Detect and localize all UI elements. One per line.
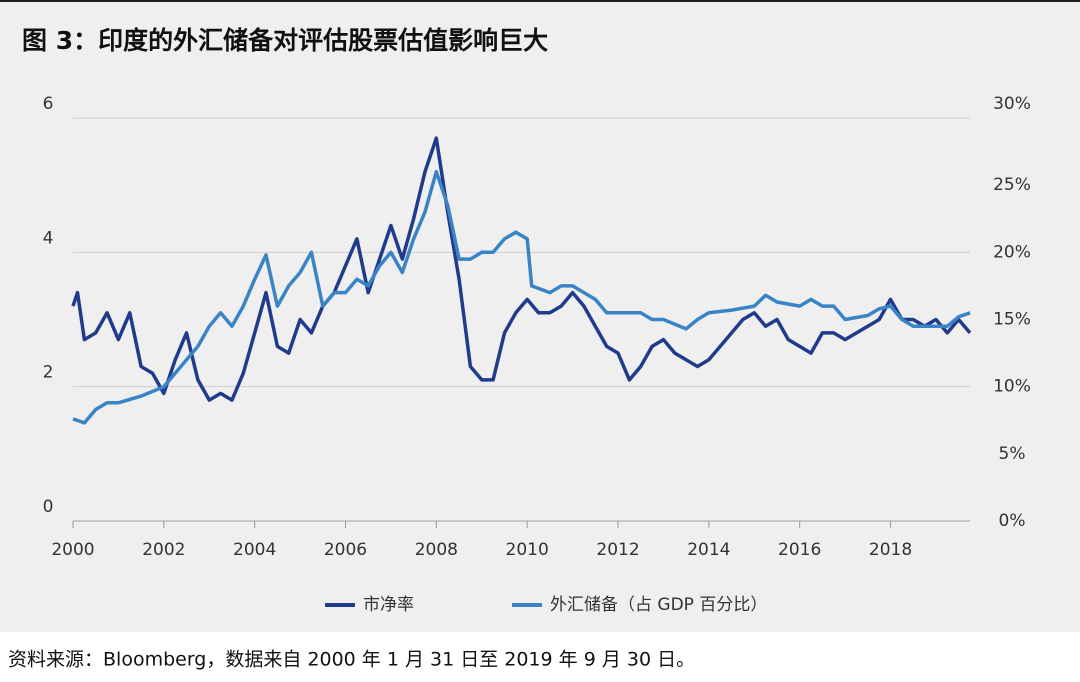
y-tick-label: 4 — [43, 228, 54, 248]
data-line — [71, 136, 972, 402]
y2-tick-label: 0% — [999, 511, 1026, 531]
y2-tick-label: 30% — [993, 94, 1031, 114]
x-tick-label: 2010 — [506, 540, 549, 560]
y-tick-label: 2 — [43, 363, 54, 383]
legend-label: 市净率 — [363, 595, 414, 615]
x-tick-label: 2008 — [415, 540, 458, 560]
x-tick-label: 2006 — [324, 540, 367, 560]
x-tick-label: 2014 — [687, 540, 730, 560]
y2-tick-label: 15% — [993, 310, 1031, 330]
y2-tick-label: 10% — [993, 377, 1031, 397]
x-tick-label: 2004 — [233, 540, 276, 560]
data-line — [72, 169, 971, 425]
y2-tick-label: 25% — [993, 175, 1031, 195]
x-tick-label: 2016 — [778, 540, 821, 560]
chart-title: 图 3：印度的外汇储备对评估股票估值影响巨大 — [22, 26, 548, 55]
x-tick-label: 2000 — [51, 540, 94, 560]
x-tick-label: 2018 — [869, 540, 912, 560]
x-tick-label: 2012 — [596, 540, 639, 560]
x-tick-label: 2002 — [142, 540, 185, 560]
legend-label: 外汇储备（占 GDP 百分比） — [550, 595, 767, 615]
y2-tick-label: 5% — [999, 444, 1026, 464]
y-tick-label: 6 — [43, 94, 54, 114]
source-note: 资料来源：Bloomberg，数据来自 2000 年 1 月 31 日至 201… — [8, 649, 695, 671]
chart-background — [0, 0, 1080, 632]
y2-tick-label: 20% — [993, 242, 1031, 262]
y-tick-label: 0 — [43, 497, 54, 517]
